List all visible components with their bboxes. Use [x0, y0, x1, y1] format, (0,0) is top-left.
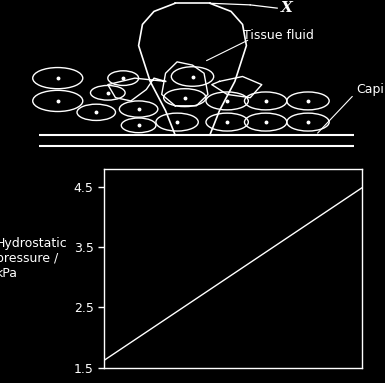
Text: X: X	[281, 1, 293, 15]
Text: Hydrostatic
pressure /
kPa: Hydrostatic pressure / kPa	[0, 237, 68, 280]
Text: Tissue fluid: Tissue fluid	[243, 29, 313, 42]
Text: Capillary: Capillary	[356, 83, 385, 96]
